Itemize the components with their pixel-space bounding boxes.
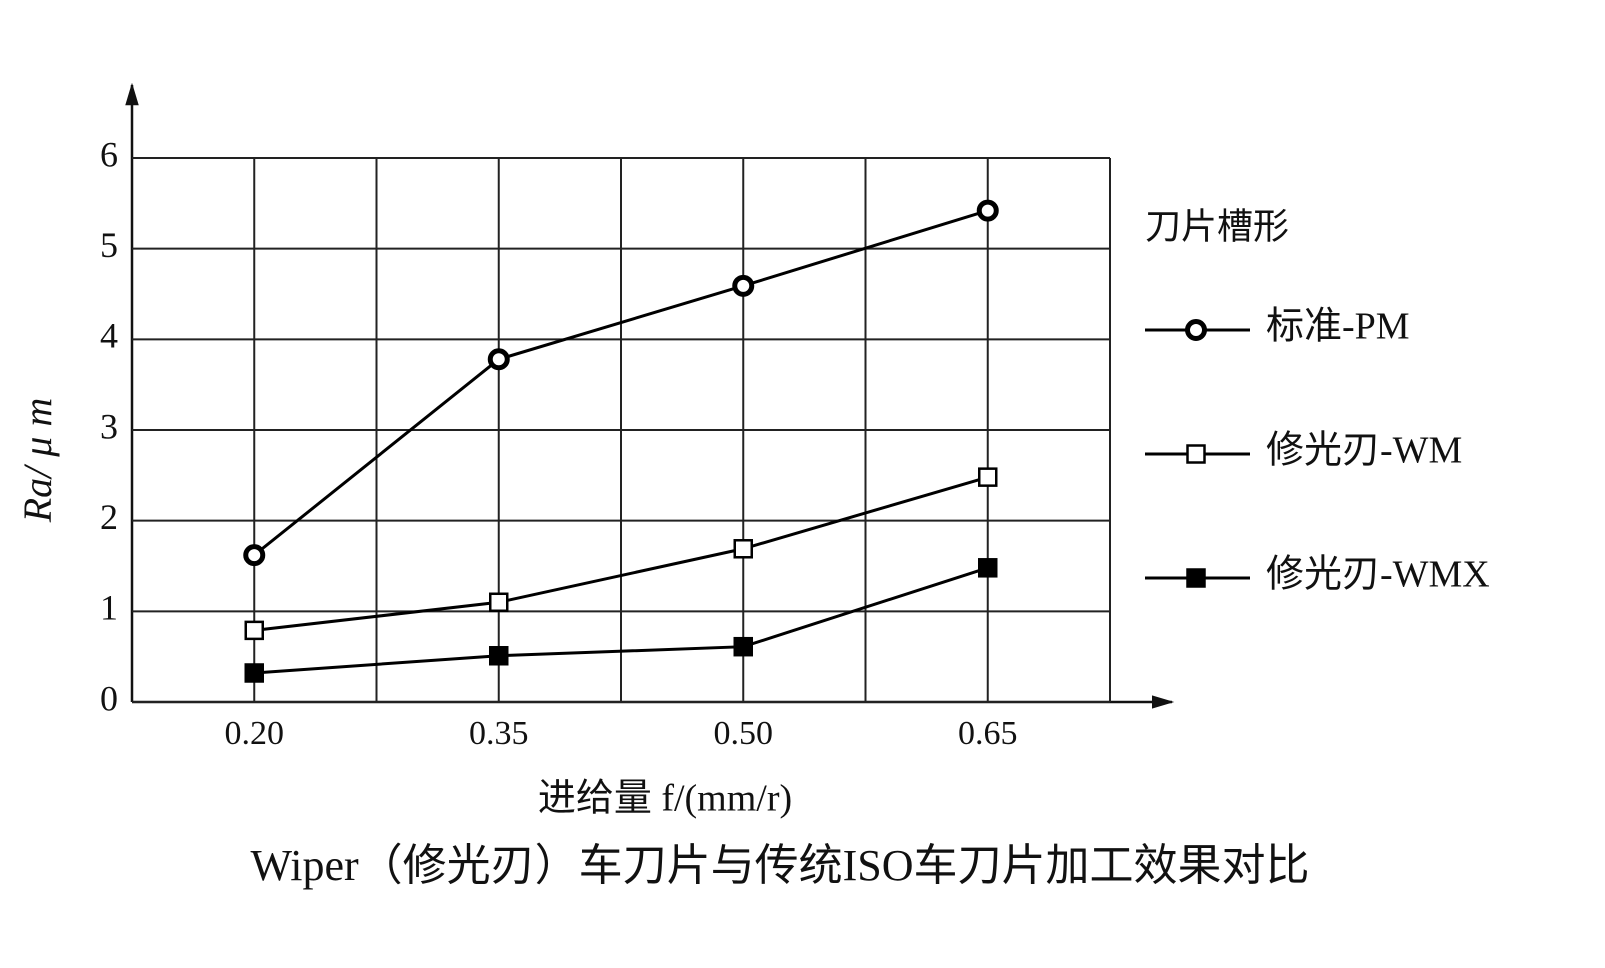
legend-label: 标准-PM [1266, 306, 1410, 348]
marker [733, 636, 753, 657]
legend-marker [1185, 319, 1207, 341]
marker [244, 620, 264, 641]
x-tick-label: 0.50 [714, 715, 774, 752]
y-tick-label: 5 [100, 225, 118, 265]
x-tick-label: 0.20 [225, 715, 285, 752]
marker [489, 646, 509, 666]
marker [243, 544, 266, 567]
marker [733, 539, 753, 559]
marker [978, 467, 998, 487]
legend-marker [1186, 444, 1206, 464]
series-line [254, 475, 989, 632]
marker [978, 558, 998, 578]
y-tick-label: 3 [100, 406, 118, 446]
legend-marker [1186, 568, 1206, 588]
x-axis-label: 进给量 f/(mm/r) [538, 778, 792, 820]
chart-title: Wiper（修光刃）车刀片与传统ISO车刀片加工效果对比 [250, 841, 1309, 890]
marker [976, 199, 999, 222]
y-tick-label: 0 [100, 678, 118, 718]
y-tick-label: 4 [100, 316, 118, 356]
legend-label: 修光刃-WMX [1266, 554, 1490, 596]
series-line [253, 209, 989, 557]
marker [732, 274, 755, 297]
x-tick-label: 0.65 [958, 715, 1018, 752]
legend-title: 刀片槽形 [1145, 206, 1289, 246]
legend-label: 修光刃-WM [1266, 430, 1462, 472]
x-tick-label: 0.35 [469, 715, 529, 752]
y-axis-label: Ra/ μ m [15, 398, 60, 524]
marker [244, 663, 264, 683]
series-line [254, 566, 989, 675]
marker [489, 592, 509, 613]
y-tick-label: 2 [100, 497, 118, 537]
y-tick-label: 1 [100, 588, 118, 628]
y-tick-label: 6 [100, 134, 118, 174]
marker [487, 348, 510, 371]
